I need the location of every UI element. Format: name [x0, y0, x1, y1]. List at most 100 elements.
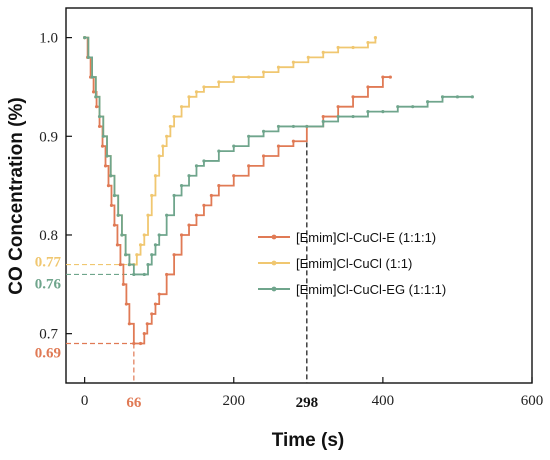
data-point [373, 36, 378, 40]
data-point [276, 65, 281, 69]
data-point [470, 95, 474, 99]
data-point [138, 341, 143, 346]
data-point [276, 124, 281, 129]
annotation-label: 0.76 [35, 276, 62, 292]
data-point [247, 134, 251, 138]
legend-entry: [Emim]Cl-CuCl-E (1:1:1) [258, 230, 436, 245]
data-point [94, 95, 98, 99]
data-point [106, 184, 111, 188]
legend-entry: [Emim]Cl-CuCl-EG (1:1:1) [258, 282, 446, 297]
data-point [146, 213, 150, 217]
data-point [150, 253, 154, 257]
data-point [396, 105, 400, 109]
data-point [187, 174, 191, 178]
data-point [194, 164, 199, 168]
data-point [168, 124, 172, 129]
data-point [142, 233, 146, 237]
data-point [366, 110, 370, 114]
data-point [351, 95, 355, 99]
annotation-label: 0.77 [35, 255, 62, 271]
plot-frame [65, 7, 533, 384]
data-point [97, 114, 102, 119]
data-point [127, 262, 131, 267]
data-point [142, 272, 146, 277]
data-point [118, 262, 123, 267]
data-point [124, 302, 128, 306]
data-point [194, 90, 199, 94]
data-point [179, 105, 184, 109]
data-point [172, 193, 176, 198]
x-tick-label: 0 [81, 393, 89, 409]
data-point [97, 124, 102, 129]
data-point [388, 75, 392, 79]
data-point [115, 243, 120, 247]
data-point [132, 272, 136, 277]
data-point [91, 90, 96, 94]
data-point [112, 193, 117, 198]
data-point [202, 85, 206, 89]
data-point [351, 114, 355, 119]
data-point [153, 243, 158, 247]
legend-marker [271, 260, 277, 266]
data-point [94, 105, 99, 109]
data-point [157, 292, 161, 296]
data-point [366, 85, 370, 89]
data-point [261, 129, 266, 133]
legend-marker [271, 234, 277, 240]
data-point [247, 164, 251, 168]
data-point [291, 60, 296, 64]
data-point [179, 184, 184, 188]
data-point [336, 105, 340, 109]
legend-label: [Emim]Cl-CuCl-EG (1:1:1) [296, 282, 446, 297]
data-point [455, 95, 460, 99]
data-point [426, 100, 430, 104]
data-point [209, 193, 213, 198]
data-point [83, 36, 87, 40]
data-point [112, 223, 117, 227]
x-tick-label: 600 [521, 393, 544, 409]
data-point [247, 75, 251, 79]
legend-entry: [Emim]Cl-CuCl (1:1) [258, 256, 412, 271]
guide-lines [66, 126, 308, 383]
data-point [321, 114, 325, 119]
data-point [187, 223, 191, 227]
annotation-labels: 0.77 0.76 0.69 66 298 [35, 255, 318, 411]
data-point [336, 45, 340, 50]
data-point [232, 174, 236, 178]
data-point [336, 114, 340, 119]
data-point [172, 253, 176, 257]
data-point [366, 40, 370, 45]
data-point [291, 139, 296, 143]
legend-label: [Emim]Cl-CuCl (1:1) [296, 256, 412, 271]
data-point [101, 134, 105, 138]
data-point [217, 80, 221, 84]
data-point [127, 322, 131, 326]
data-point [261, 154, 266, 158]
series-line [84, 36, 391, 345]
data-point [120, 233, 124, 237]
data-point [138, 243, 143, 247]
data-point [161, 144, 165, 148]
data-point [109, 174, 113, 178]
data-point [217, 184, 221, 188]
data-point [202, 203, 206, 207]
data-point [381, 75, 385, 79]
data-point [165, 272, 169, 277]
data-point [261, 70, 266, 74]
x-tick-label: 400 [372, 393, 395, 409]
data-point [116, 213, 120, 217]
y-tick-label: 0.7 [39, 327, 58, 343]
data-point [381, 110, 385, 114]
data-point [217, 149, 221, 153]
data-point [109, 203, 114, 207]
data-point [165, 134, 169, 138]
data-point [202, 159, 206, 163]
annotation-label: 0.69 [35, 346, 61, 362]
data-point [103, 164, 108, 168]
data-point [411, 105, 415, 109]
tick-labels: 0 200 400 600 0.7 0.8 0.9 1.0 [39, 31, 543, 409]
data-point [291, 124, 296, 129]
data-point [124, 253, 128, 257]
y-axis-title: CO Concentration (%) [6, 97, 27, 294]
data-point [153, 174, 158, 178]
